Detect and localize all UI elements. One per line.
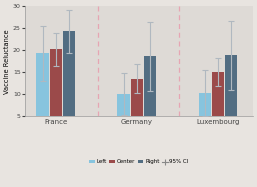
Bar [117,94,130,117]
Y-axis label: Vaccine Reluctance: Vaccine Reluctance [4,29,10,94]
Bar [63,31,75,117]
Bar [36,53,49,117]
Bar [144,56,156,117]
Bar [131,79,143,117]
Bar [50,49,62,117]
Bar [198,93,211,117]
Bar [225,55,237,117]
Legend: Left, Center, Right, 95% CI: Left, Center, Right, 95% CI [87,157,191,167]
Bar [212,72,224,117]
